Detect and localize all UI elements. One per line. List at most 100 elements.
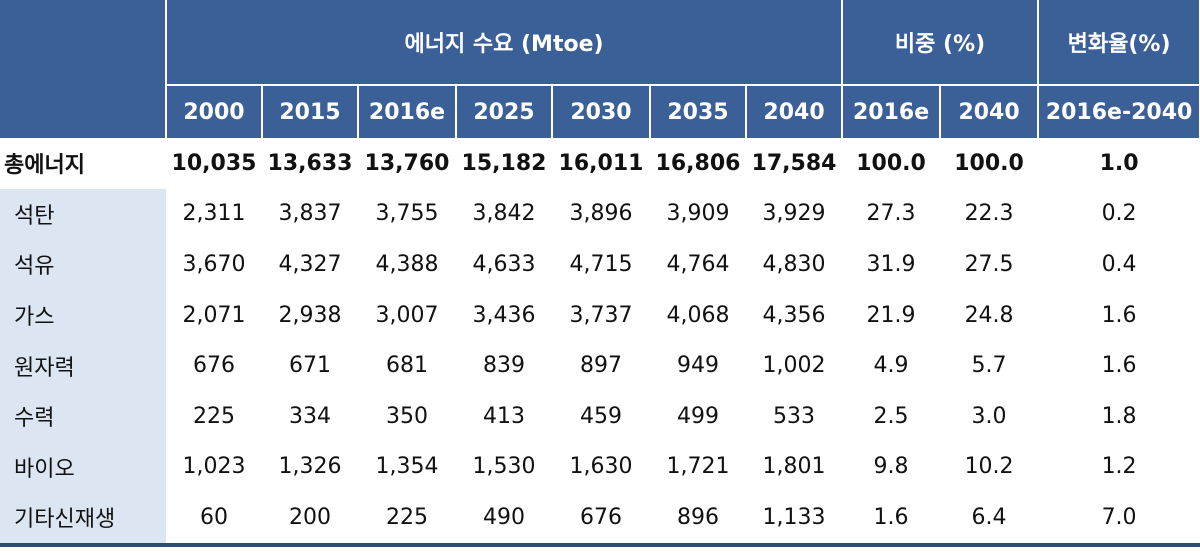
table-cell: 4,327 <box>278 251 342 277</box>
table-cell: 4,356 <box>762 302 826 328</box>
table-cell: 533 <box>773 403 816 429</box>
year-header: 2015 <box>262 85 359 138</box>
table-row: 석탄 2,311 3,837 3,755 3,842 3,896 3,909 3,929 27.… <box>0 188 1200 240</box>
table-cell: 4.9 <box>873 353 909 379</box>
table-cell: 0.4 <box>1101 251 1137 277</box>
demand-group-header: 에너지 수요 (Mtoe) <box>166 0 844 86</box>
table-cell: 10.2 <box>964 454 1014 480</box>
table-cell: 6.4 <box>940 492 1039 547</box>
rate-group-header: 변화율(%) <box>1038 0 1200 86</box>
table-cell: 1.6 <box>842 492 941 547</box>
rate-period-header: 2016e-2040 <box>1038 85 1200 138</box>
table-cell: 15,182 <box>461 150 547 176</box>
table-cell: 100.0 <box>856 150 926 176</box>
share-year-header: 2040 <box>940 85 1040 138</box>
table-cell: 676 <box>193 353 235 379</box>
table-cell: 2,938 <box>278 302 342 328</box>
table-cell: 499 <box>677 403 719 429</box>
table-cell: 17,584 <box>751 150 837 176</box>
table-cell: 1,002 <box>762 353 826 379</box>
table-cell: 3,909 <box>666 201 730 227</box>
table-cell: 10,035 <box>171 150 257 176</box>
year-header: 2030 <box>552 85 651 138</box>
table-row: 가스 2,071 2,938 3,007 3,436 3,737 4,068 4,356 21.… <box>0 289 1200 341</box>
table-cell: 1,801 <box>762 454 826 480</box>
table-cell: 4,633 <box>472 251 536 277</box>
table-cell: 24.8 <box>964 302 1014 328</box>
table-cell: 3,436 <box>472 302 536 328</box>
share-group-header: 비중 (%) <box>842 0 1040 86</box>
table-cell: 3,755 <box>375 201 439 227</box>
table-row: 바이오 1,023 1,326 1,354 1,530 1,630 1,721 1,801 9.… <box>0 441 1200 493</box>
row-label: 바이오 <box>0 441 166 493</box>
table-cell: 350 <box>386 403 428 429</box>
row-label: 기타신재생 <box>0 492 166 547</box>
table-cell: 16,011 <box>558 150 644 176</box>
year-header: 2025 <box>456 85 553 138</box>
row-label: 석탄 <box>0 188 166 240</box>
table-cell: 1,354 <box>375 454 439 480</box>
table-cell: 27.5 <box>964 251 1014 277</box>
table-cell: 0.2 <box>1101 201 1137 227</box>
row-label: 원자력 <box>0 340 166 391</box>
table-cell: 225 <box>358 492 456 547</box>
table-cell: 3,007 <box>375 302 439 328</box>
table-cell: 4,764 <box>666 251 730 277</box>
table-cell: 1,630 <box>569 454 633 480</box>
table-cell: 27.3 <box>866 201 916 227</box>
table-cell: 31.9 <box>866 251 916 277</box>
table-cell: 4,830 <box>762 251 826 277</box>
year-header: 2040 <box>746 85 844 138</box>
table-cell: 839 <box>483 353 525 379</box>
table-cell: 3,670 <box>182 251 246 277</box>
table-cell: 3,842 <box>472 201 536 227</box>
table-cell: 1.6 <box>1101 302 1137 328</box>
table-cell: 1,530 <box>472 454 536 480</box>
row-label: 가스 <box>0 289 166 341</box>
table-cell: 671 <box>289 353 331 379</box>
table-cell: 200 <box>262 492 358 547</box>
table-cell: 3,737 <box>569 302 633 328</box>
table-cell: 676 <box>552 492 650 547</box>
table-cell: 413 <box>483 403 525 429</box>
table-cell: 1.2 <box>1101 454 1137 480</box>
year-header: 2016e <box>358 85 457 138</box>
table-cell: 225 <box>193 403 235 429</box>
table-cell: 1,133 <box>746 492 843 547</box>
table-row: 수력 225 334 350 413 459 499 533 2.5 3.0 1.8 <box>0 390 1200 442</box>
table-cell: 3.0 <box>971 403 1007 429</box>
table-row: 총에너지 10,035 13,633 13,760 15,182 16,011 16,806… <box>0 138 1200 189</box>
row-label: 석유 <box>0 239 166 290</box>
table-cell: 2,071 <box>182 302 246 328</box>
table-row: 원자력 676 671 681 839 897 949 1,002 4.9 5.7 1.6 <box>0 340 1200 391</box>
year-header: 2000 <box>166 85 263 138</box>
year-header: 2035 <box>650 85 747 138</box>
table-cell: 4,388 <box>375 251 439 277</box>
table-cell: 13,633 <box>267 150 353 176</box>
corner-header-cell <box>0 0 167 138</box>
table-cell: 896 <box>650 492 746 547</box>
table-cell: 949 <box>677 353 719 379</box>
table-cell: 21.9 <box>866 302 916 328</box>
table-cell: 9.8 <box>873 454 909 480</box>
table-cell: 22.3 <box>964 201 1014 227</box>
table-cell: 16,806 <box>655 150 741 176</box>
table-cell: 1.8 <box>1101 403 1137 429</box>
table-row: 기타신재생 60 200 225 490 676 896 1,133 1.6 6.4 7.0 <box>0 492 1200 547</box>
table-cell: 1.0 <box>1099 150 1139 176</box>
table-cell: 7.0 <box>1038 492 1200 547</box>
table-row: 석유 3,670 4,327 4,388 4,633 4,715 4,764 4,830 31.… <box>0 239 1200 290</box>
table-cell: 681 <box>386 353 428 379</box>
table-cell: 1,023 <box>182 454 246 480</box>
table-cell: 897 <box>580 353 622 379</box>
table-cell: 2.5 <box>873 403 909 429</box>
table-cell: 13,760 <box>364 150 450 176</box>
row-label: 총에너지 <box>0 138 166 189</box>
table-cell: 1.6 <box>1101 353 1137 379</box>
row-label: 수력 <box>0 390 166 442</box>
table-cell: 490 <box>456 492 552 547</box>
share-year-header: 2016e <box>842 85 942 138</box>
table-cell: 1,326 <box>278 454 342 480</box>
table-cell: 2,311 <box>182 201 246 227</box>
